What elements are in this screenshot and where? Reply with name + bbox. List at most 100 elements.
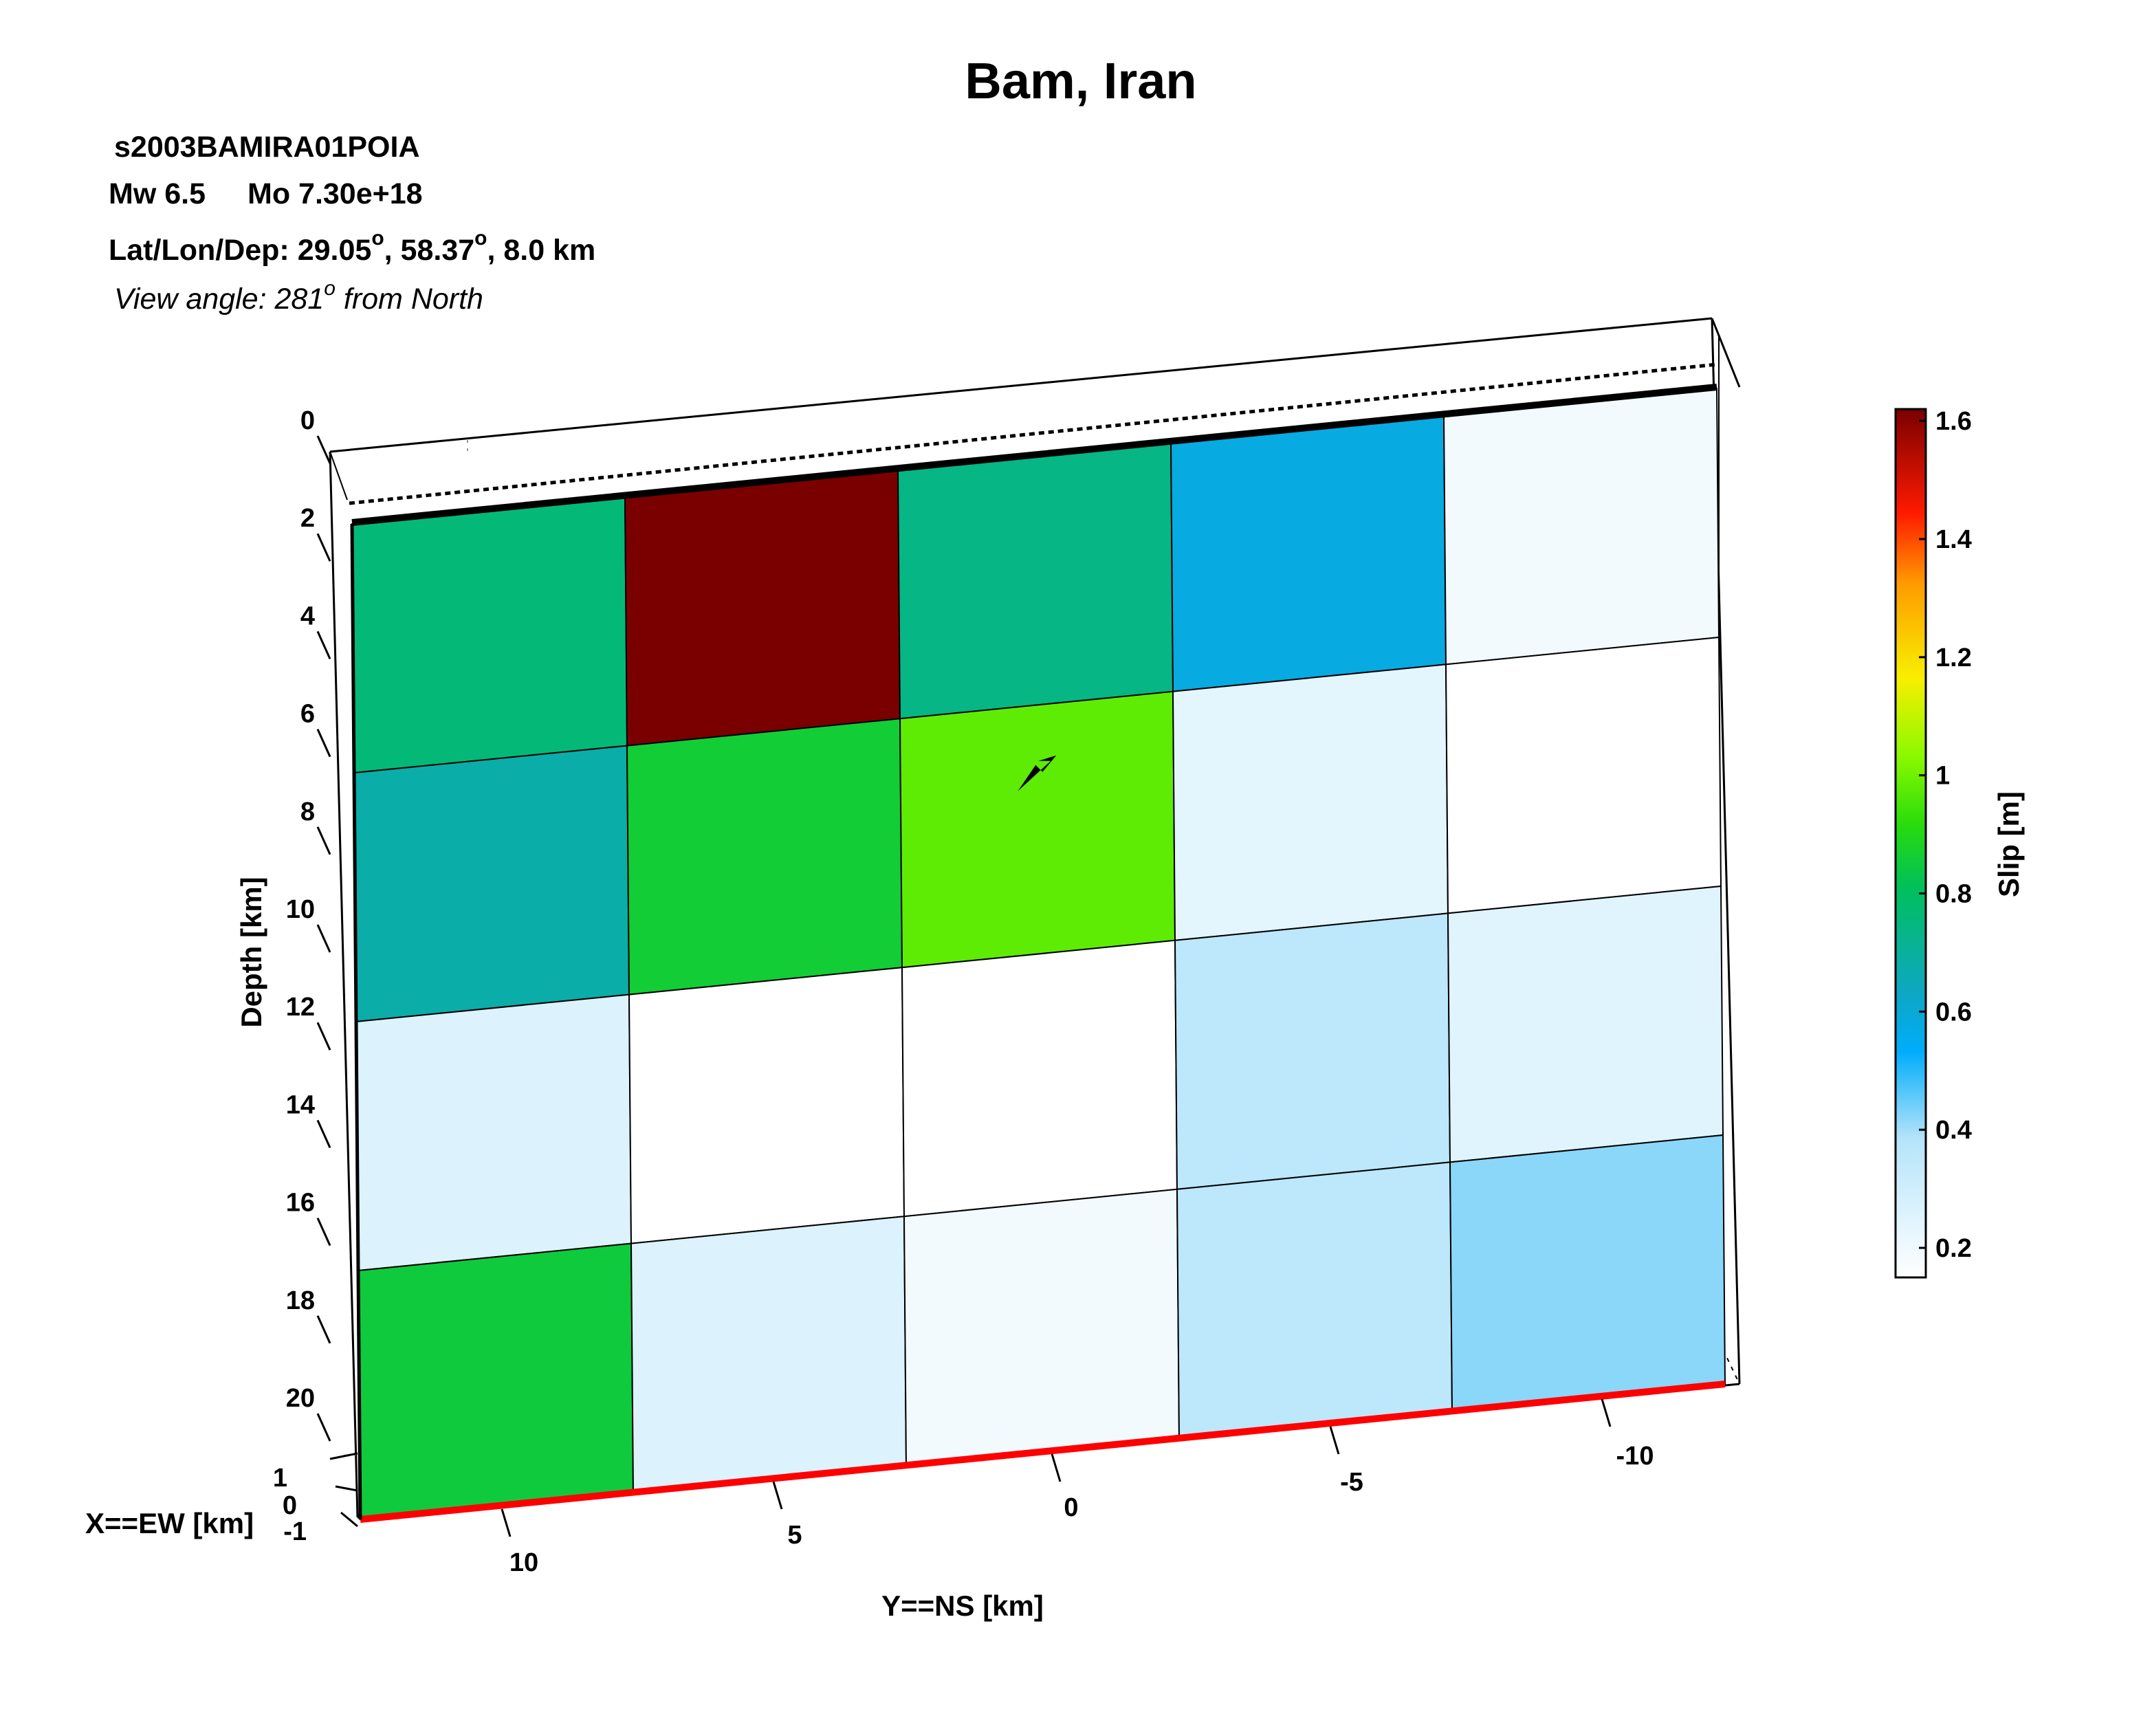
location-lat: 29.05: [298, 234, 372, 267]
colorbar-tick-label: 1: [1935, 762, 1950, 791]
slip-patch: [901, 939, 1178, 1218]
colorbar-label: Slip [m]: [1992, 791, 2025, 897]
slip-patch: [1174, 912, 1451, 1190]
magnitude-mw: Mw 6.5: [109, 177, 206, 210]
view-angle: View angle: 281o from North: [114, 277, 483, 316]
location-depth: 8.0 km: [503, 234, 595, 267]
depth-axis-label: Depth [km]: [235, 877, 267, 1027]
colorbar: 1.6 1.4 1.2 1 0.8 0.6 0.4 0.2: [1894, 407, 1972, 1279]
ns-tick-mark: [772, 1481, 783, 1510]
chart-title: Bam, Iran: [965, 52, 1196, 109]
depth-tick-label: 6: [300, 700, 315, 729]
slip-patch: [1449, 1134, 1726, 1412]
ew-tick-mark: [329, 1452, 358, 1460]
event-id: s2003BAMIRA01POIA: [114, 131, 420, 164]
colorbar-tick-label: 0.4: [1935, 1116, 1972, 1145]
ew-tick-label: -1: [283, 1517, 307, 1546]
ns-tick-mark: [1051, 1453, 1062, 1482]
fault-bottom-edge: [360, 1381, 1726, 1523]
degree-sign-lon: o: [474, 227, 487, 250]
fault-edges: [349, 362, 1726, 1523]
box-depth-edge-right: [1711, 318, 1741, 388]
slip-patch: [353, 745, 630, 1023]
ew-tick-label: 1: [273, 1464, 287, 1493]
slip-patch: [903, 1188, 1181, 1466]
ns-tick-label: -5: [1340, 1468, 1363, 1497]
slip-patch: [357, 1242, 635, 1521]
slip-patch: [351, 496, 628, 774]
hypocenter-arrow-icon: [1018, 755, 1057, 791]
depth-tick-mark: [316, 826, 331, 855]
fault-surface-trace: [349, 362, 1717, 505]
depth-tick-mark: [316, 924, 331, 953]
seismic-moment: Mo 7.30e+18: [248, 177, 423, 210]
colorbar-tick-label: 1.6: [1935, 407, 1972, 436]
colorbar-tick-label: 0.2: [1935, 1234, 1972, 1263]
slip-patch: [1442, 387, 1720, 666]
ns-tick-mark: [501, 1508, 512, 1537]
location-line: Lat/Lon/Dep: 29.05o, 58.37o, 8.0 km: [109, 227, 595, 267]
slip-patch: [630, 1216, 908, 1493]
box-back-bottom-corner: [1718, 1340, 1740, 1385]
slip-patch: [628, 967, 905, 1244]
location-prefix: Lat/Lon/Dep:: [109, 234, 298, 267]
depth-tick-label: 12: [286, 993, 315, 1022]
depth-tick-mark: [316, 1413, 331, 1442]
box-left-edge: [329, 451, 359, 1518]
depth-tick-mark: [316, 1119, 331, 1149]
slip-patch: [1172, 663, 1449, 941]
depth-tick-label: 16: [286, 1189, 315, 1218]
ew-tick-mark: [340, 1511, 358, 1528]
depth-tick-label: 2: [300, 504, 315, 533]
slip-patches: [351, 387, 1726, 1521]
ew-axis: 10-1: [273, 1452, 358, 1546]
ns-tick-mark: [1329, 1426, 1340, 1455]
colorbar-bar: [1894, 408, 1927, 1279]
colorbar-tick-label: 1.4: [1935, 525, 1972, 554]
box-depth-edge-left: [329, 451, 348, 501]
ns-tick-label: 5: [787, 1521, 802, 1550]
colorbar-tick-label: 0.6: [1935, 998, 1972, 1026]
slip-patch: [355, 993, 633, 1272]
depth-tick-label: 10: [286, 895, 315, 924]
ew-axis-label: X==EW [km]: [85, 1507, 254, 1539]
slip-patch: [899, 690, 1176, 969]
slip-patch: [624, 469, 901, 747]
ns-tick-label: 0: [1064, 1493, 1078, 1522]
depth-tick-mark: [316, 728, 331, 758]
depth-tick-mark: [316, 1315, 331, 1344]
fault-top-edge: [351, 384, 1717, 526]
slip-patch: [626, 718, 903, 996]
slip-patch: [1176, 1161, 1453, 1439]
ew-tick-mark: [335, 1485, 358, 1492]
depth-axis: 0 2 4 6 8 10 12 14 16 18 20: [286, 406, 331, 1442]
depth-tick-label: 20: [286, 1384, 315, 1413]
ns-tick-label: 10: [509, 1548, 538, 1577]
depth-tick-label: 14: [286, 1090, 315, 1119]
ns-axis: 10 5 0 -5 -10: [501, 1398, 1654, 1577]
colorbar-tick-label: 0.8: [1935, 880, 1972, 909]
ns-tick-label: -10: [1616, 1442, 1654, 1471]
ns-tick-mark: [1601, 1398, 1612, 1427]
depth-tick-mark: [316, 1217, 331, 1246]
slip-patch: [897, 441, 1174, 720]
view-angle-degree: o: [324, 277, 336, 300]
degree-sign-lat: o: [371, 227, 384, 250]
depth-tick-label: 0: [300, 406, 315, 435]
fault-left-edge: [350, 523, 362, 1520]
ns-axis-label: Y==NS [km]: [881, 1590, 1044, 1622]
depth-tick-label: 4: [300, 602, 315, 630]
depth-tick-mark: [316, 630, 331, 660]
colorbar-tick-label: 1.2: [1935, 644, 1972, 672]
depth-tick-mark: [316, 1022, 331, 1051]
slip-patch: [1447, 885, 1724, 1163]
depth-tick-label: 8: [300, 798, 315, 826]
depth-tick-mark: [316, 435, 331, 464]
view-angle-prefix: View angle: 281: [114, 283, 324, 316]
slip-patch: [1170, 415, 1447, 692]
slip-patch: [1445, 636, 1722, 914]
ew-tick-label: 0: [283, 1491, 297, 1520]
depth-tick-mark: [316, 533, 331, 562]
